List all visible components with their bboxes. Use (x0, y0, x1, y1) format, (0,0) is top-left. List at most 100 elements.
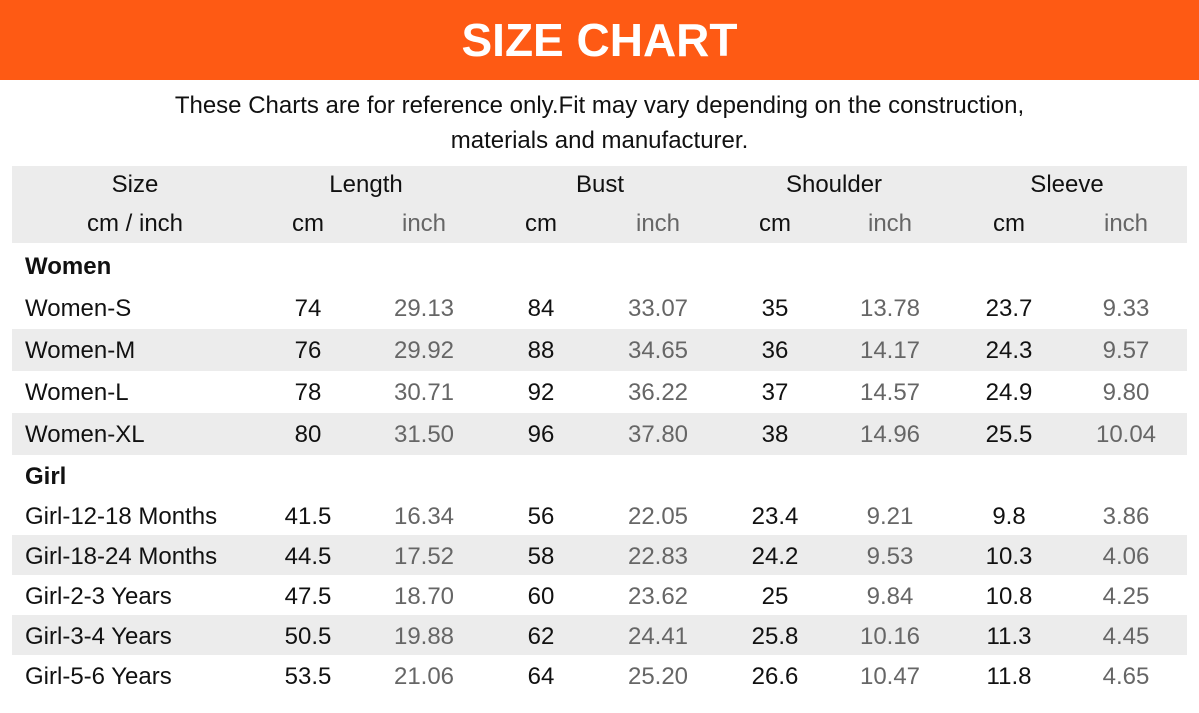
banner (0, 0, 1199, 80)
value-cell: 96 (527, 421, 555, 448)
value-cell: 30.71 (393, 379, 455, 406)
value-cell: 37 (761, 379, 789, 406)
value-cell: 25.20 (627, 663, 689, 690)
value-cell: 4.06 (1102, 543, 1150, 570)
value-cell: 22.83 (627, 543, 689, 570)
size-label: Women-XL (25, 421, 145, 448)
value-cell: 10.8 (985, 583, 1033, 610)
column-header: Sleeve (1030, 171, 1104, 198)
title: SIZE CHART (461, 14, 738, 66)
value-cell: 10.04 (1095, 421, 1157, 448)
value-cell: 92 (527, 379, 555, 406)
value-cell: 88 (527, 337, 555, 364)
value-cell: 10.47 (859, 663, 921, 690)
value-cell: 58 (527, 543, 555, 570)
value-cell: 9.80 (1102, 379, 1150, 406)
value-cell: 36.22 (627, 379, 689, 406)
unit-header: cm (525, 210, 557, 237)
value-cell: 26.6 (751, 663, 799, 690)
unit-header: inch (401, 210, 447, 237)
value-cell: 62 (527, 623, 555, 650)
value-cell: 10.16 (859, 623, 921, 650)
value-cell: 80 (294, 421, 322, 448)
value-cell: 10.3 (985, 543, 1033, 570)
unit-header: inch (867, 210, 913, 237)
row-band (12, 413, 1187, 455)
value-cell: 41.5 (284, 503, 332, 530)
value-cell: 9.21 (866, 503, 914, 530)
value-cell: 37.80 (627, 421, 689, 448)
note: These Charts are for reference only.Fit … (174, 92, 1025, 119)
value-cell: 3.86 (1102, 503, 1150, 530)
row-band (12, 615, 1187, 655)
value-cell: 56 (527, 503, 555, 530)
unit-header: cm (759, 210, 791, 237)
value-cell: 29.13 (393, 295, 455, 322)
column-header: Bust (575, 171, 625, 198)
value-cell: 13.78 (859, 295, 921, 322)
size-label: Girl-5-6 Years (25, 663, 172, 690)
value-cell: 24.9 (985, 379, 1033, 406)
value-cell: 53.5 (284, 663, 332, 690)
value-cell: 36 (761, 337, 789, 364)
value-cell: 9.84 (866, 583, 914, 610)
value-cell: 25.5 (985, 421, 1033, 448)
header-band (12, 166, 1187, 243)
value-cell: 35 (761, 295, 789, 322)
size-label: Girl-18-24 Months (25, 543, 218, 570)
value-cell: 9.53 (866, 543, 914, 570)
row-band (12, 329, 1187, 371)
size-label: Girl-3-4 Years (25, 623, 172, 650)
value-cell: 23.4 (751, 503, 799, 530)
value-cell: 9.57 (1102, 337, 1150, 364)
value-cell: 4.45 (1102, 623, 1150, 650)
note: materials and manufacturer. (450, 127, 749, 154)
value-cell: 19.88 (393, 623, 455, 650)
unit-header: cm / inch (86, 210, 184, 237)
value-cell: 31.50 (393, 421, 455, 448)
column-header: Length (329, 171, 403, 198)
section-title: Women (25, 253, 112, 280)
value-cell: 4.65 (1102, 663, 1150, 690)
value-cell: 60 (527, 583, 555, 610)
value-cell: 14.17 (859, 337, 921, 364)
value-cell: 9.33 (1102, 295, 1150, 322)
value-cell: 24.3 (985, 337, 1033, 364)
value-cell: 11.3 (986, 623, 1032, 650)
value-cell: 18.70 (393, 583, 455, 610)
unit-header: cm (292, 210, 324, 237)
size-label: Women-S (25, 295, 132, 322)
value-cell: 21.06 (393, 663, 455, 690)
value-cell: 16.34 (393, 503, 455, 530)
value-cell: 78 (294, 379, 322, 406)
unit-header: inch (635, 210, 681, 237)
value-cell: 4.25 (1102, 583, 1150, 610)
size-label: Women-L (25, 379, 129, 406)
value-cell: 24.41 (627, 623, 689, 650)
value-cell: 29.92 (393, 337, 455, 364)
value-cell: 11.8 (986, 663, 1032, 690)
value-cell: 44.5 (284, 543, 332, 570)
value-cell: 14.57 (859, 379, 921, 406)
value-cell: 9.8 (992, 503, 1026, 530)
value-cell: 84 (527, 295, 555, 322)
value-cell: 23.7 (985, 295, 1033, 322)
unit-header: cm (993, 210, 1025, 237)
value-cell: 74 (294, 295, 322, 322)
value-cell: 23.62 (627, 583, 689, 610)
size-label: Women-M (25, 337, 136, 364)
value-cell: 33.07 (627, 295, 689, 322)
size-label: Girl-12-18 Months (25, 503, 218, 530)
value-cell: 47.5 (284, 583, 332, 610)
row-band (12, 535, 1187, 575)
value-cell: 64 (527, 663, 555, 690)
value-cell: 34.65 (627, 337, 689, 364)
size-label: Girl-2-3 Years (25, 583, 172, 610)
value-cell: 22.05 (627, 503, 689, 530)
value-cell: 50.5 (284, 623, 332, 650)
value-cell: 25 (761, 583, 789, 610)
value-cell: 38 (761, 421, 789, 448)
value-cell: 14.96 (859, 421, 921, 448)
value-cell: 25.8 (751, 623, 799, 650)
